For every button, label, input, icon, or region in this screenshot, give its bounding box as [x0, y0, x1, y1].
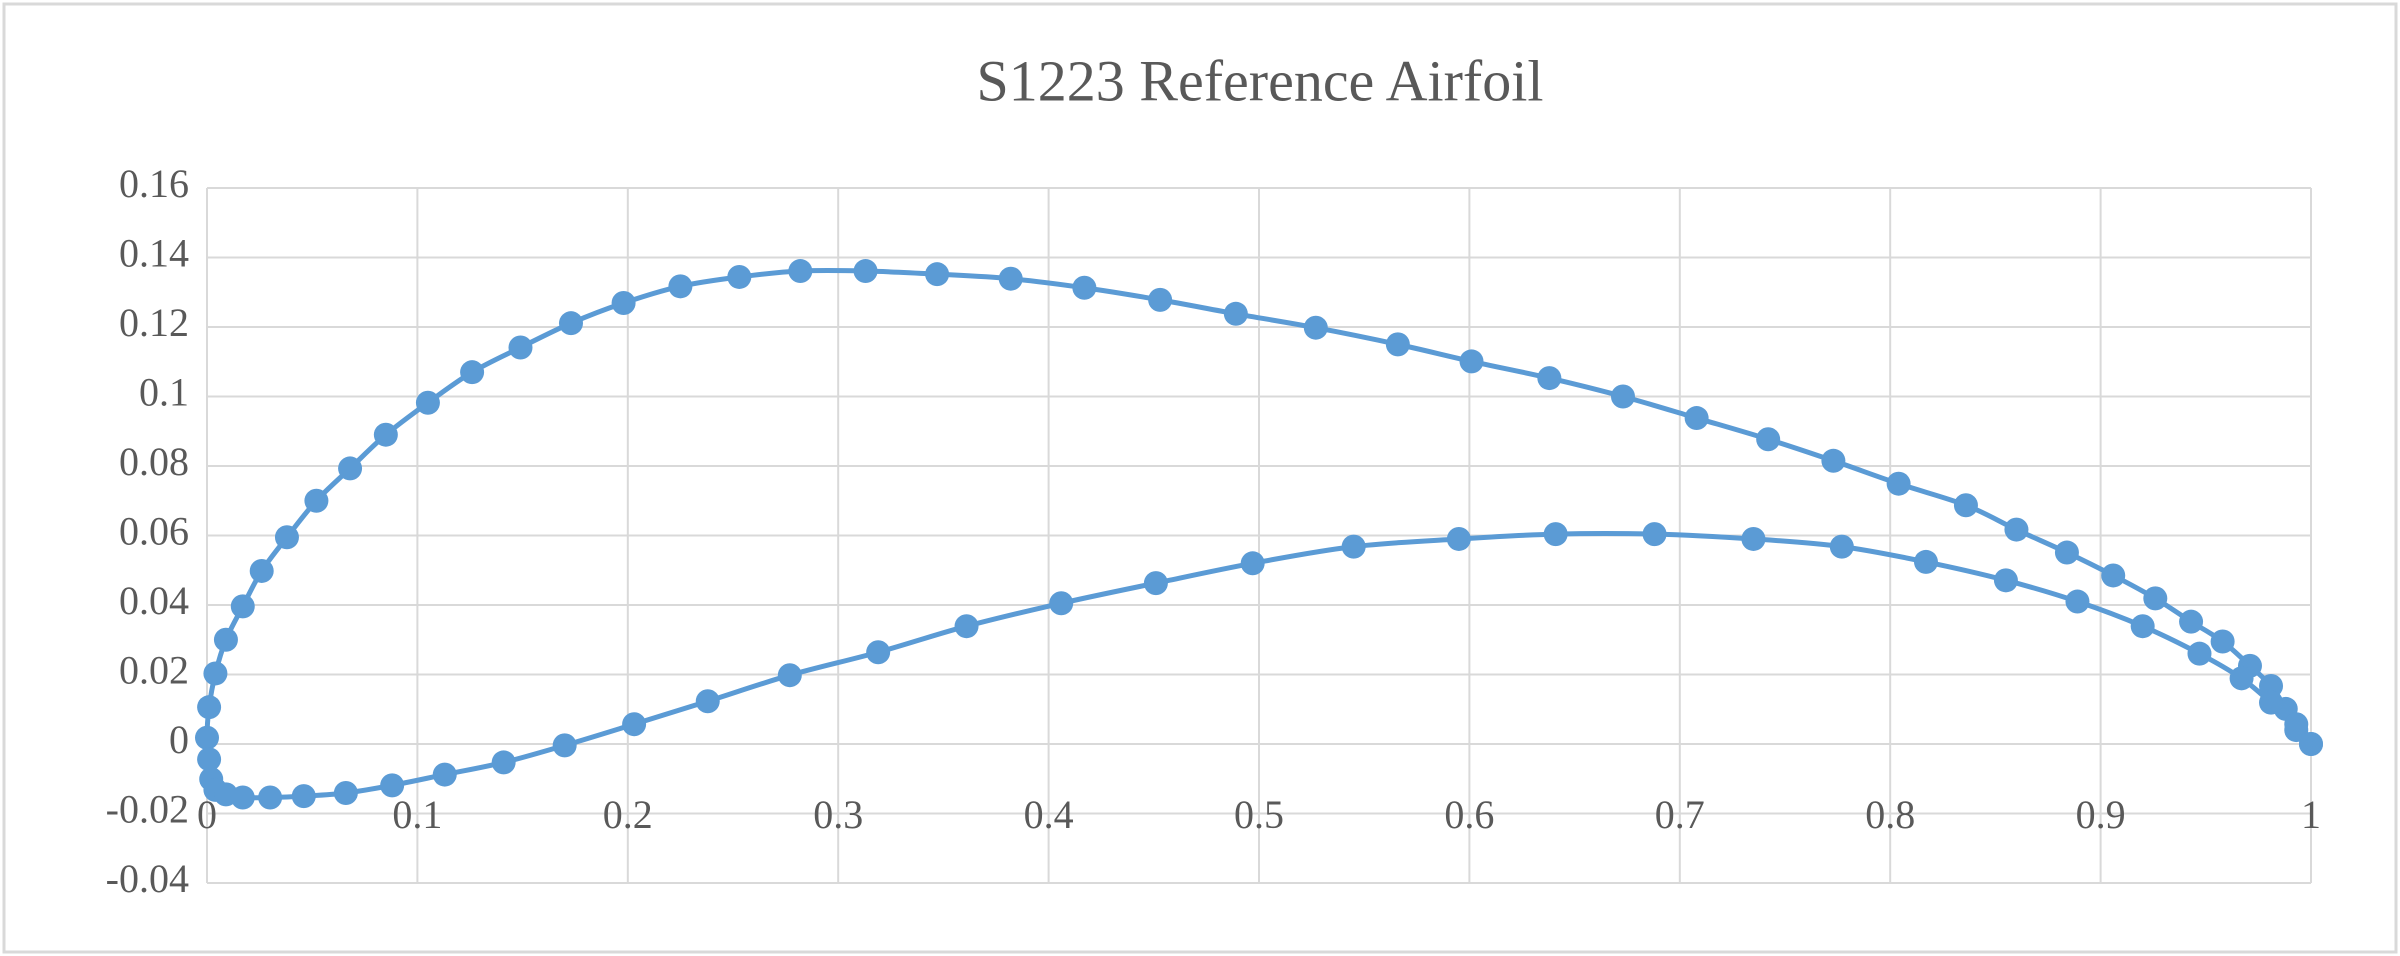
- data-point: [788, 259, 813, 284]
- data-point: [1223, 301, 1248, 326]
- data-point: [866, 640, 891, 665]
- data-point: [274, 525, 299, 550]
- data-point: [2054, 540, 2079, 565]
- data-point: [195, 725, 219, 750]
- data-point: [1642, 522, 1667, 547]
- x-tick-label: 0: [197, 792, 217, 837]
- data-point: [1886, 471, 1911, 496]
- data-point: [291, 784, 316, 809]
- data-point: [1741, 526, 1766, 551]
- data-point: [695, 689, 720, 714]
- data-point: [1303, 315, 1328, 340]
- x-tick-label: 0.2: [603, 792, 653, 837]
- data-point: [491, 750, 516, 775]
- data-point: [1684, 406, 1709, 431]
- data-point: [2065, 589, 2090, 614]
- data-point: [1953, 493, 1978, 518]
- data-point: [373, 422, 398, 447]
- y-tick-label: 0.08: [119, 439, 189, 484]
- data-point: [304, 488, 329, 513]
- data-point: [2130, 614, 2155, 639]
- data-point: [1610, 384, 1635, 409]
- y-tick-label: -0.02: [106, 787, 189, 832]
- data-point: [1756, 427, 1781, 452]
- y-tick-label: 0.02: [119, 648, 189, 693]
- data-point: [611, 291, 636, 316]
- data-point: [2210, 629, 2235, 654]
- data-point: [1446, 526, 1471, 551]
- data-point: [668, 274, 693, 299]
- data-point: [2229, 666, 2254, 691]
- data-point: [558, 311, 583, 336]
- data-point: [1148, 287, 1173, 312]
- data-point: [1993, 568, 2018, 593]
- data-point: [2187, 641, 2212, 666]
- data-point: [2259, 673, 2284, 698]
- data-point: [258, 785, 283, 810]
- y-tick-label: 0.1: [139, 370, 189, 415]
- data-point: [460, 360, 485, 385]
- data-point: [197, 747, 222, 772]
- y-tick-label: 0.16: [119, 161, 189, 206]
- y-tick-label: 0.12: [119, 300, 189, 345]
- data-point: [1240, 551, 1265, 576]
- data-point: [1072, 275, 1097, 300]
- x-tick-label: 0.3: [813, 792, 863, 837]
- x-tick-label: 0.8: [1865, 792, 1915, 837]
- data-point: [2299, 732, 2323, 756]
- data-point: [1829, 534, 1854, 559]
- y-tick-label: 0.14: [119, 231, 189, 276]
- data-point: [1049, 591, 1074, 616]
- x-tick-label: 0.9: [2076, 792, 2126, 837]
- data-point: [853, 259, 878, 284]
- data-point: [432, 762, 457, 787]
- data-point: [415, 390, 440, 415]
- chart-title: S1223 Reference Airfoil: [977, 48, 1544, 113]
- data-point: [1543, 522, 1568, 547]
- data-point: [203, 661, 228, 686]
- data-point: [508, 335, 533, 360]
- data-point: [1341, 534, 1366, 559]
- data-point: [249, 558, 274, 583]
- data-point: [338, 456, 363, 481]
- x-tick-label: 0.6: [1444, 792, 1494, 837]
- data-point: [954, 614, 979, 639]
- data-point: [1821, 448, 1846, 473]
- data-point: [2143, 586, 2168, 611]
- data-point: [1385, 332, 1410, 357]
- data-point: [2101, 563, 2126, 588]
- data-point: [197, 695, 222, 720]
- data-point: [2259, 690, 2284, 715]
- x-tick-label: 0.4: [1024, 792, 1074, 837]
- y-tick-label: 0.04: [119, 578, 189, 623]
- data-point: [1537, 366, 1562, 391]
- data-point: [2179, 609, 2204, 634]
- data-point: [230, 594, 255, 619]
- data-point: [2284, 712, 2309, 737]
- data-point: [1459, 349, 1484, 374]
- data-point: [998, 266, 1023, 291]
- y-tick-label: -0.04: [106, 856, 189, 901]
- data-point: [213, 627, 238, 652]
- data-point: [333, 780, 358, 805]
- x-tick-label: 1: [2301, 792, 2321, 837]
- data-point: [1913, 549, 1938, 574]
- data-point: [552, 733, 577, 758]
- x-tick-label: 0.5: [1234, 792, 1284, 837]
- x-tick-label: 0.7: [1655, 792, 1705, 837]
- data-point: [777, 663, 802, 688]
- data-point: [230, 785, 255, 810]
- y-tick-label: 0.06: [119, 509, 189, 554]
- data-point: [727, 264, 752, 289]
- data-point: [925, 262, 950, 287]
- data-point: [622, 712, 647, 737]
- y-tick-label: 0: [169, 717, 189, 762]
- x-tick-label: 0.1: [392, 792, 442, 837]
- data-point: [2004, 517, 2029, 542]
- data-point: [380, 773, 405, 798]
- data-point: [1143, 571, 1168, 596]
